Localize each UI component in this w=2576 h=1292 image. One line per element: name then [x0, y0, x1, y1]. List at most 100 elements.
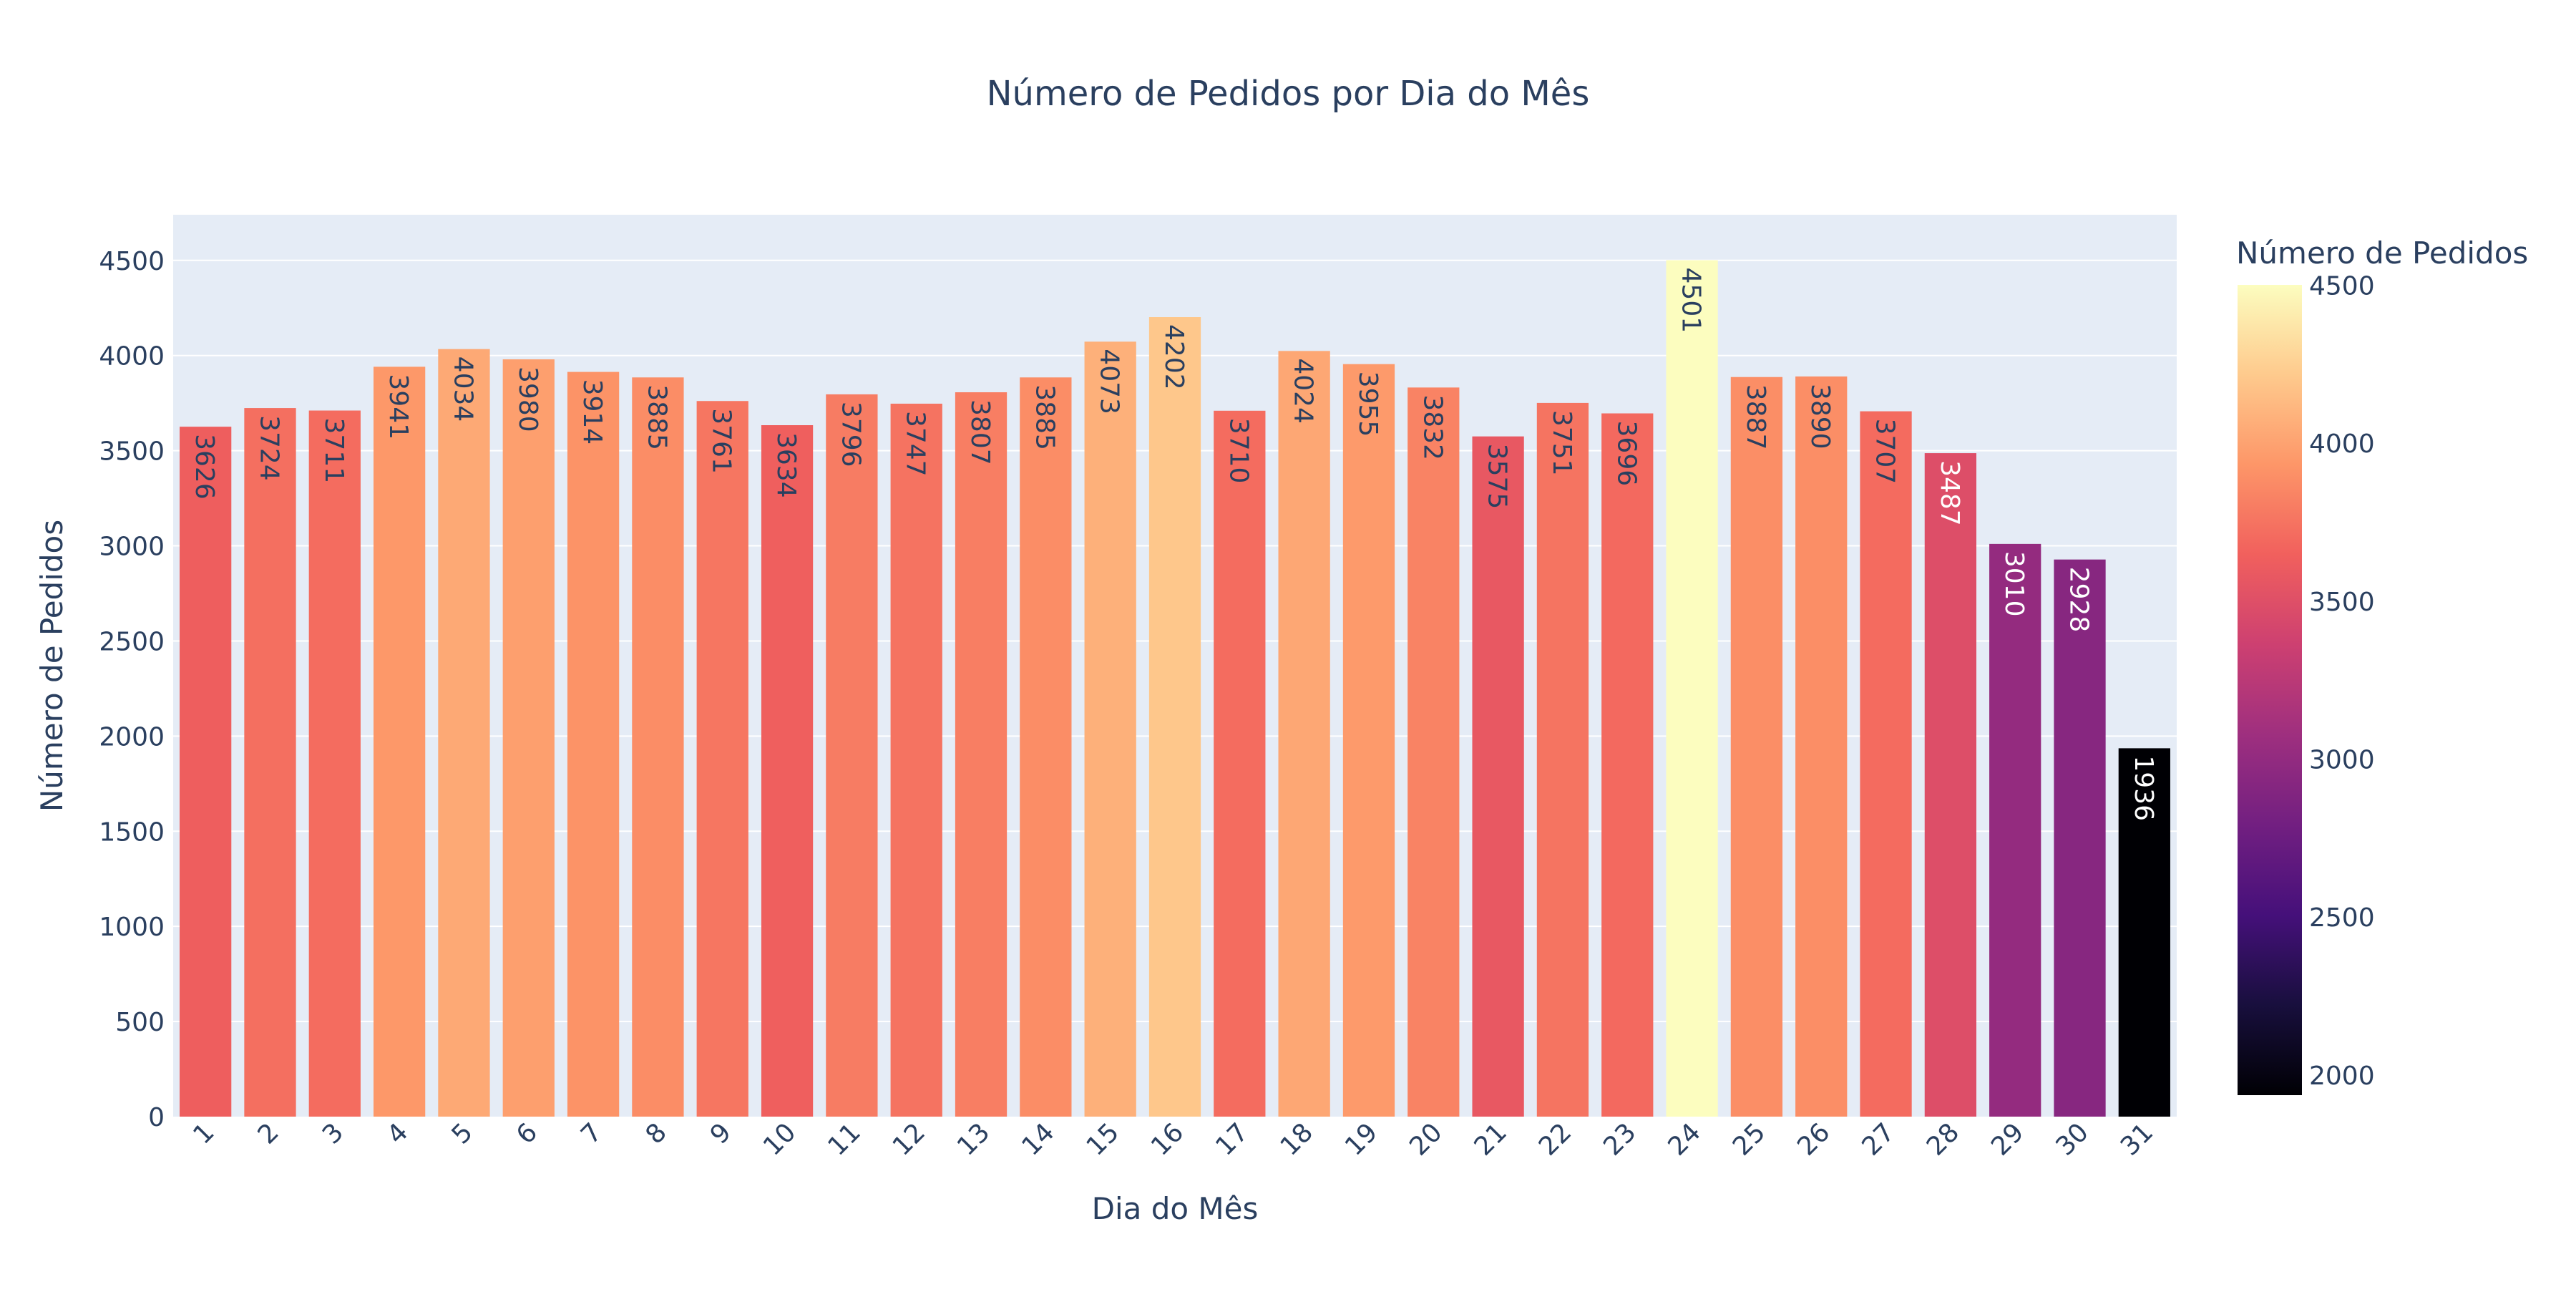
bar	[1214, 410, 1266, 1117]
colorbar-tick-label: 3000	[2309, 745, 2375, 774]
y-axis-title: Número de Pedidos	[34, 520, 69, 812]
colorbar-ticks: 2000 2500 3000 3500 4000 4500	[2309, 271, 2375, 1090]
bar	[1860, 411, 1912, 1117]
x-axis: 1 2 3 4 5 6 7 8 9 10 11 12 13 14 15 16 17 18 19 20 21 22 23 24 2…	[187, 1117, 2159, 1161]
bar	[890, 403, 942, 1117]
chart-title: Número de Pedidos por Dia do Mês	[987, 74, 1590, 114]
y-tick-label: 3500	[99, 437, 165, 467]
x-tick-label: 16	[1146, 1117, 1189, 1161]
x-tick-label: 18	[1275, 1117, 1319, 1161]
bar-value-label: 3887	[1741, 384, 1770, 450]
x-tick-label: 26	[1792, 1117, 1835, 1161]
y-tick-label: 3000	[99, 533, 165, 562]
x-tick-label: 10	[758, 1117, 801, 1161]
bar	[632, 377, 684, 1117]
y-tick-label: 4000	[99, 342, 165, 371]
bar-value-label: 4202	[1159, 324, 1189, 390]
colorbar-tick-label: 4500	[2309, 271, 2375, 301]
bar-value-label: 3885	[1030, 384, 1059, 450]
bar	[761, 425, 814, 1117]
x-tick-label: 9	[705, 1117, 737, 1150]
bar	[1084, 341, 1136, 1117]
bar	[955, 392, 1008, 1117]
bar-value-label: 3010	[1999, 551, 2029, 617]
colorbar-gradient	[2238, 285, 2302, 1095]
bar-value-label: 3487	[1935, 460, 1964, 526]
bar	[1601, 413, 1654, 1117]
bar	[438, 349, 490, 1117]
bar	[1472, 436, 1524, 1117]
bar-value-label: 3747	[901, 411, 930, 477]
bar	[1407, 387, 1460, 1117]
x-tick-label: 24	[1663, 1117, 1707, 1161]
bar	[1924, 453, 1976, 1117]
colorbar-tick-label: 2000	[2309, 1062, 2375, 1091]
bar-labels: 3626 3724 3711 3941 4034 3980 3914 3885 3761 3634…	[190, 268, 2158, 821]
x-tick-label: 12	[887, 1117, 931, 1161]
bar	[502, 359, 555, 1117]
x-tick-label: 3	[317, 1117, 349, 1150]
colorbar-tick-label: 2500	[2309, 903, 2375, 933]
bar	[567, 371, 620, 1117]
x-tick-label: 30	[2050, 1117, 2094, 1161]
bar-value-label: 3807	[965, 399, 995, 465]
colorbar-title: Número de Pedidos	[2236, 235, 2528, 271]
x-tick-label: 29	[1986, 1117, 2029, 1161]
bar	[1148, 317, 1201, 1117]
y-tick-label: 1000	[99, 913, 165, 942]
y-tick-label: 0	[148, 1103, 165, 1132]
x-tick-label: 22	[1533, 1117, 1577, 1161]
bar-value-label: 3885	[642, 384, 671, 450]
bar	[826, 394, 878, 1117]
x-tick-label: 6	[511, 1117, 543, 1150]
bar-value-label: 3914	[577, 379, 607, 445]
bar	[1795, 376, 1848, 1117]
bar-value-label: 4501	[1677, 268, 1706, 334]
x-tick-label: 14	[1016, 1117, 1060, 1161]
bar-value-label: 1936	[2129, 755, 2158, 821]
x-tick-label: 25	[1727, 1117, 1771, 1161]
bar	[1666, 260, 1718, 1117]
x-tick-label: 7	[575, 1117, 608, 1150]
y-axis: 0 500 1000 1500 2000 2500 3000 3500 4000 4500	[99, 247, 165, 1132]
bar	[1536, 402, 1589, 1117]
x-tick-label: 15	[1081, 1117, 1125, 1161]
colorbar-tick-label: 3500	[2309, 588, 2375, 617]
x-tick-label: 8	[640, 1117, 673, 1150]
y-tick-label: 500	[115, 1008, 165, 1037]
bar-value-label: 3634	[771, 432, 801, 498]
y-tick-label: 4500	[99, 247, 165, 276]
x-tick-label: 1	[187, 1117, 220, 1150]
x-tick-label: 19	[1340, 1117, 1383, 1161]
bar	[374, 366, 426, 1117]
x-tick-label: 28	[1921, 1117, 1965, 1161]
bar-value-label: 3751	[1547, 410, 1576, 476]
bar-value-label: 3711	[319, 418, 348, 484]
bar-value-label: 4024	[1289, 358, 1318, 424]
bar	[2118, 748, 2170, 1117]
y-tick-label: 2000	[99, 722, 165, 752]
x-tick-label: 31	[2115, 1117, 2159, 1161]
bar-value-label: 3832	[1418, 394, 1447, 460]
bar-value-label: 3890	[1805, 384, 1835, 450]
bar-value-label: 3955	[1353, 371, 1382, 437]
colorbar: Número de Pedidos 2000 2500 3000 3500 4000 45…	[2236, 235, 2528, 1095]
x-tick-label: 4	[381, 1117, 414, 1150]
bar-value-label: 3761	[707, 408, 736, 474]
x-tick-label: 2	[253, 1117, 285, 1150]
bar-value-label: 3980	[513, 366, 542, 432]
x-tick-label: 13	[952, 1117, 995, 1161]
bar-value-label: 3724	[254, 415, 283, 481]
x-axis-title: Dia do Mês	[1092, 1191, 1259, 1226]
x-tick-label: 5	[447, 1117, 479, 1150]
bar	[1278, 351, 1330, 1117]
x-tick-label: 20	[1404, 1117, 1448, 1161]
bar	[180, 427, 232, 1117]
bar	[1020, 377, 1072, 1117]
bar-value-label: 4073	[1095, 349, 1124, 414]
colorbar-tick-label: 4000	[2309, 429, 2375, 459]
bar	[2054, 559, 2106, 1117]
bar-value-label: 2928	[2064, 567, 2094, 633]
